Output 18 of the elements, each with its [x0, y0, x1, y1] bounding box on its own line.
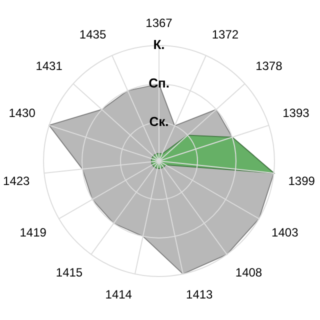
spoke-label: 1399 [288, 174, 316, 188]
spoke-label: 1378 [256, 59, 283, 74]
y-tick-label: К. [153, 37, 165, 52]
y-tick-label: Ск. [149, 114, 169, 130]
spoke-label: 1419 [20, 226, 47, 240]
spoke-label: 1413 [186, 288, 214, 302]
spoke-label: 1423 [3, 174, 30, 188]
spoke-label: 1372 [212, 27, 239, 42]
spoke-label: 1414 [105, 288, 132, 302]
spoke-label: 1430 [8, 106, 36, 120]
spoke-label: 1367 [146, 16, 173, 30]
spoke-label: 1415 [56, 266, 83, 280]
spoke-label: 1431 [36, 59, 63, 74]
spoke-label: 1408 [235, 266, 262, 280]
spoke-label: 1435 [79, 27, 106, 42]
spoke-label: 1393 [282, 106, 310, 120]
spoke-label: 1403 [272, 226, 299, 240]
y-tick-label: Сп. [148, 76, 170, 91]
